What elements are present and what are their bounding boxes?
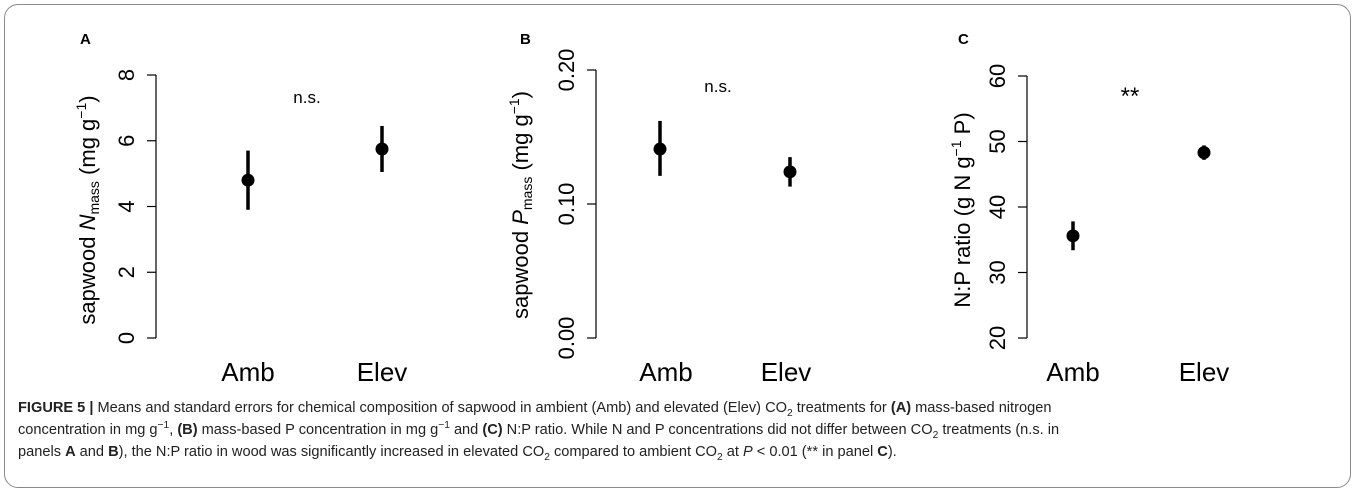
- caption-text: < 0.01 (** in panel: [752, 444, 878, 460]
- panel-label-a: A: [80, 31, 91, 48]
- annotation-b: n.s.: [704, 77, 731, 96]
- panel-label-c: C: [958, 31, 969, 48]
- y-tick-label: 0.00: [554, 317, 579, 360]
- y-axis-label-c: N:P ratio (g N g−1 P): [948, 112, 975, 307]
- y-tick-label: 40: [985, 195, 1010, 219]
- caption-panel-ref: A: [65, 444, 76, 460]
- caption-text: panels: [18, 444, 66, 460]
- x-tick-label-amb-c: Amb: [1046, 357, 1099, 387]
- caption-line-3: panels A and B), the N:P ratio in wood w…: [18, 441, 1338, 463]
- y-tick-label: 0.10: [554, 183, 579, 226]
- caption-text: and: [75, 444, 109, 460]
- data-marks-b: [653, 120, 797, 187]
- x-tick-label-elev-b: Elev: [761, 357, 812, 387]
- y-tick-label: 4: [114, 200, 139, 212]
- data-point: [1066, 229, 1080, 243]
- caption-text: treatments (n.s. in: [938, 422, 1060, 438]
- figure-caption: FIGURE 5 | Means and standard errors for…: [18, 397, 1338, 463]
- y-axis-label-b: sapwood Pmass (mg g−1): [506, 91, 535, 319]
- y-ticks-a: 0 2 4 6 8: [114, 69, 156, 344]
- x-tick-label-amb-a: Amb: [221, 357, 274, 387]
- y-tick-label: 20: [985, 326, 1010, 350]
- caption-text: compared to ambient CO: [549, 444, 718, 460]
- caption-text: concentration in mg g: [18, 422, 158, 438]
- y-tick-label: 0: [114, 332, 139, 344]
- y-tick-label: 60: [985, 64, 1010, 88]
- caption-text: treatments for: [792, 400, 891, 416]
- caption-superscript: −1: [438, 420, 450, 432]
- panel-c: C 20 30 40 50 60 ** Amb Elev N:P ratio (g N …: [948, 31, 1229, 387]
- caption-text: ).: [887, 444, 897, 460]
- figure-panels: A 0 2 4 6 8 n.s. Amb Elev sapwood Nmass (mg …: [73, 31, 1229, 387]
- y-ticks-b: 0.00 0.10 0.20: [554, 49, 596, 360]
- caption-subscript: 2: [787, 407, 793, 419]
- y-tick-label: 0.20: [554, 49, 579, 92]
- caption-superscript: −1: [157, 420, 170, 432]
- caption-panel-ref: B: [108, 444, 119, 460]
- x-tick-label-elev-a: Elev: [357, 357, 408, 387]
- x-tick-label-elev-c: Elev: [1179, 357, 1230, 387]
- caption-text: ,: [169, 422, 178, 438]
- panel-a: A 0 2 4 6 8 n.s. Amb Elev sapwood Nmass (mg …: [73, 31, 407, 387]
- caption-text: at: [722, 444, 743, 460]
- caption-panel-ref: (B): [177, 422, 198, 438]
- caption-subscript: 2: [932, 429, 939, 441]
- caption-text: Means and standard errors for chemical c…: [97, 400, 787, 416]
- data-point: [783, 165, 797, 179]
- y-ticks-c: 20 30 40 50 60: [985, 64, 1027, 350]
- caption-text: N:P ratio. While N and P concentrations …: [502, 422, 933, 438]
- caption-italic: P: [742, 444, 753, 460]
- panel-b: B 0.00 0.10 0.20 n.s. Amb Elev sapwood Pma…: [506, 31, 811, 387]
- caption-text: mass-based nitrogen: [911, 400, 1052, 416]
- y-tick-label: 50: [985, 129, 1010, 153]
- caption-subscript: 2: [544, 451, 550, 463]
- caption-text: mass-based P concentration in mg g: [197, 422, 439, 438]
- figure-frame: [4, 4, 1351, 488]
- panel-label-b: B: [520, 31, 531, 48]
- data-point: [1197, 146, 1211, 160]
- y-tick-label: 30: [985, 260, 1010, 284]
- caption-line-1: FIGURE 5 | Means and standard errors for…: [18, 397, 1338, 419]
- caption-line-2: concentration in mg g−1, (B) mass-based …: [18, 419, 1338, 441]
- y-axis-label-a: sapwood Nmass (mg g−1): [73, 95, 102, 324]
- y-tick-label: 8: [114, 69, 139, 81]
- y-tick-label: 6: [114, 135, 139, 147]
- annotation-c: **: [1121, 83, 1140, 110]
- data-marks-a: [241, 125, 389, 210]
- caption-figure-label: FIGURE 5 |: [18, 400, 94, 416]
- x-tick-label-amb-b: Amb: [639, 357, 692, 387]
- data-marks-c: [1066, 145, 1211, 251]
- caption-subscript: 2: [717, 451, 723, 463]
- y-tick-label: 2: [114, 266, 139, 278]
- caption-panel-ref: (A): [890, 400, 912, 416]
- caption-text: and: [449, 422, 483, 438]
- data-point: [241, 173, 255, 187]
- caption-text: ), the N:P ratio in wood was significant…: [118, 444, 545, 460]
- data-point: [375, 142, 389, 156]
- annotation-a: n.s.: [293, 88, 320, 107]
- caption-panel-ref: C: [877, 444, 888, 460]
- caption-panel-ref: (C): [482, 422, 503, 438]
- data-point: [653, 142, 667, 156]
